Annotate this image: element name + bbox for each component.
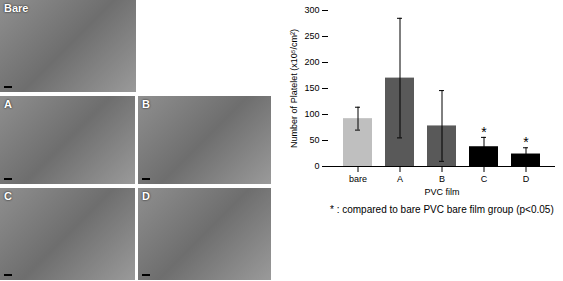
html-text:D: D	[142, 190, 150, 202]
svg-text:PVC film: PVC film	[424, 187, 459, 197]
svg-text:Number of Platelet (x10⁵/cm²): Number of Platelet (x10⁵/cm²)	[289, 29, 299, 148]
svg-text:B: B	[439, 174, 445, 184]
svg-text:100: 100	[304, 109, 319, 119]
html-text:* : compared to bare PVC bare: * : compared to bare PVC bare film group…	[330, 204, 554, 215]
svg-text:300: 300	[304, 5, 319, 15]
svg-text:250: 250	[304, 31, 319, 41]
svg-text:bare: bare	[349, 174, 367, 184]
html-text:A: A	[4, 98, 12, 110]
svg-text:200: 200	[304, 57, 319, 67]
svg-text:150: 150	[304, 83, 319, 93]
html-text:C: C	[4, 190, 12, 202]
svg-text:D: D	[523, 174, 530, 184]
html-text:B: B	[142, 98, 150, 110]
html-text:Bare: Bare	[4, 2, 29, 14]
svg-text:0: 0	[314, 161, 319, 171]
svg-text:*: *	[523, 134, 529, 150]
svg-text:50: 50	[309, 135, 319, 145]
svg-text:*: *	[481, 124, 487, 140]
svg-text:C: C	[481, 174, 488, 184]
svg-text:A: A	[397, 174, 403, 184]
